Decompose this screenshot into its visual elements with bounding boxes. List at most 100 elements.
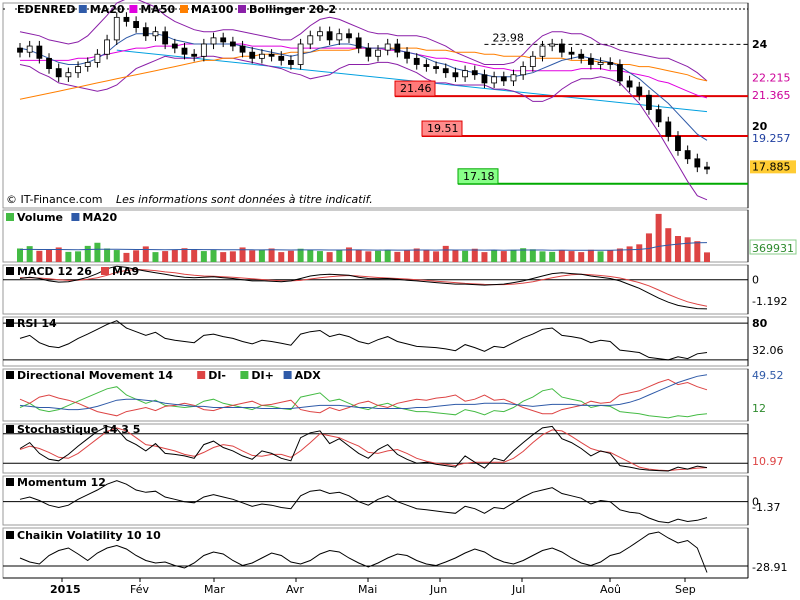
stochastic-d-line <box>19 427 708 472</box>
price-value-label-0: 22.215 <box>752 72 791 85</box>
candle-body <box>597 62 604 65</box>
candle-body <box>675 135 681 151</box>
price-legend-label-3: MA100 <box>191 3 234 16</box>
volume-bar <box>481 252 488 262</box>
volume-bar <box>491 250 498 262</box>
volume-bar <box>133 250 140 262</box>
rsi-legend-swatch-0 <box>6 319 14 327</box>
price-value-label-3: 17.885 <box>752 160 791 173</box>
text-labels: EDENRED MA20 MA50 MA100 Bollinger 20-2 20 24 23… <box>6 3 797 574</box>
volume-legend-label-0: Volume <box>17 211 63 224</box>
candle-body <box>452 72 459 78</box>
candle-body <box>123 16 130 22</box>
time-axis-year: 2015 <box>50 583 81 596</box>
time-axis-month-label: Mar <box>204 583 225 596</box>
volume-bar <box>191 249 198 262</box>
price-ytick-label: 24 <box>752 38 768 51</box>
volume-bar <box>307 249 314 262</box>
momentum-line <box>19 480 708 524</box>
price-level-box-1 <box>394 80 436 97</box>
volume-bar <box>181 248 188 262</box>
volume-bar <box>655 213 662 262</box>
candle-body <box>510 74 517 82</box>
candle-body <box>404 51 410 59</box>
bollinger-lower-line <box>19 55 708 201</box>
volume-bar <box>316 251 323 262</box>
momentum-ytick-label: 0 <box>752 496 759 509</box>
price-level-label-1: 21.46 <box>400 82 432 95</box>
chaikin-legend-swatch-0 <box>6 531 14 539</box>
ma100-line <box>19 47 708 100</box>
volume-bar <box>239 247 246 262</box>
candle-body <box>549 43 556 47</box>
volume-bar <box>616 248 623 262</box>
volume-bar <box>200 251 207 262</box>
candle-body <box>433 66 439 70</box>
ma20-line <box>19 33 708 141</box>
candle-body <box>684 150 691 160</box>
volume-bar <box>123 252 130 262</box>
stochastic-legend-label-0: Stochastique 14 3 5 <box>17 423 140 436</box>
price-level-label-3: 17.18 <box>463 170 495 183</box>
candle-body <box>94 53 101 63</box>
volume-bar <box>587 249 594 262</box>
candle-body <box>646 94 652 110</box>
macd-legend-swatch-0 <box>6 267 14 275</box>
candle-body <box>259 53 265 59</box>
volume-bar <box>423 249 430 262</box>
volume-bar <box>355 249 362 262</box>
volume-legend-swatch-0 <box>6 213 14 221</box>
price-disclaimer: Les informations sont données à titre in… <box>116 193 373 206</box>
volume-bar <box>65 251 72 262</box>
volume-bar <box>162 251 169 262</box>
price-value-label-2: 19.257 <box>752 132 791 145</box>
price-legend-label-0: EDENRED <box>17 3 75 16</box>
candle-body <box>317 31 323 37</box>
candle-body <box>46 57 52 69</box>
volume-bar <box>549 251 556 262</box>
momentum-last-value: -1.37 <box>752 501 780 514</box>
candle-body <box>394 43 401 53</box>
candle-body <box>558 43 565 53</box>
candle-body <box>239 45 246 53</box>
time-axis-month-label: Avr <box>286 583 304 596</box>
volume-bar <box>452 250 459 262</box>
di-plus-line <box>19 386 708 419</box>
volume-bar <box>297 248 304 262</box>
volume-bar <box>75 251 82 262</box>
dmi-legend-label-0: Directional Movement 14 <box>17 369 173 382</box>
price-copyright: © IT-Finance.com <box>6 193 103 206</box>
momentum-legend-label-0: Momentum 12 <box>17 476 106 489</box>
volume-bar <box>636 244 643 262</box>
candle-body <box>462 70 468 78</box>
price-legend-swatch-4 <box>238 5 246 13</box>
candle-body <box>529 55 536 67</box>
candle-body <box>626 80 633 88</box>
price-level-label-0: 23.98 <box>492 31 523 44</box>
volume-bar <box>278 252 285 262</box>
price-value-label-3-bg <box>750 160 796 174</box>
volume-bar <box>17 248 23 262</box>
volume-bar <box>394 251 401 262</box>
volume-bar <box>433 251 440 262</box>
volume-bar <box>510 249 517 262</box>
time-axis-month-label: Sep <box>675 583 696 596</box>
time-axis-month-label: Fév <box>130 583 149 596</box>
adx-line <box>19 374 708 411</box>
volume-bar <box>462 250 469 262</box>
candle-body <box>297 43 304 65</box>
dmi-legend-label-1: DI- <box>208 369 226 382</box>
price-ytick-label: 20 <box>752 120 768 133</box>
price-legend-label-2: MA50 <box>140 3 175 16</box>
volume-bar <box>684 237 691 262</box>
candle-body <box>365 47 372 57</box>
candle-body <box>181 47 188 55</box>
candle-body <box>36 45 43 59</box>
chaikin-line <box>19 531 708 573</box>
candle-body <box>326 31 333 41</box>
candle-body <box>26 45 33 53</box>
volume-bar <box>142 246 149 262</box>
panel-frame-rsi <box>2 316 749 367</box>
volume-bar <box>375 250 382 262</box>
chaikin-legend-label-0: Chaikin Volatility 10 10 <box>17 529 161 542</box>
